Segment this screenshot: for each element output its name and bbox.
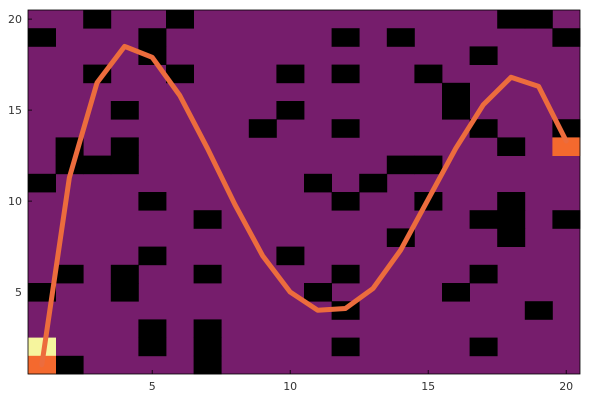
wall-cell bbox=[138, 246, 167, 266]
wall-cell bbox=[166, 10, 194, 29]
wall-cell bbox=[497, 10, 526, 29]
heatmap-cells bbox=[28, 10, 581, 375]
wall-cell bbox=[55, 355, 84, 375]
wall-cell bbox=[552, 28, 581, 47]
wall-cell bbox=[83, 155, 112, 175]
wall-cell bbox=[331, 28, 360, 47]
wall-cell bbox=[28, 173, 56, 193]
wall-cell bbox=[497, 210, 526, 229]
wall-cell bbox=[193, 337, 222, 357]
wall-cell bbox=[304, 173, 332, 193]
wall-cell bbox=[469, 119, 498, 138]
wall-cell bbox=[414, 64, 443, 84]
wall-cell bbox=[193, 355, 222, 375]
wall-cell bbox=[110, 264, 139, 284]
wall-cell bbox=[276, 64, 305, 84]
wall-cell bbox=[497, 137, 526, 156]
wall-cell bbox=[28, 28, 56, 47]
y-tick-label: 10 bbox=[8, 195, 22, 208]
wall-cell bbox=[193, 319, 222, 338]
wall-cell bbox=[469, 210, 498, 229]
wall-cell bbox=[110, 101, 139, 120]
wall-cell bbox=[331, 192, 360, 211]
wall-cell bbox=[331, 337, 360, 357]
x-tick-label: 10 bbox=[283, 380, 297, 393]
x-tick-label: 20 bbox=[559, 380, 573, 393]
y-tick-label: 5 bbox=[15, 286, 22, 299]
wall-cell bbox=[469, 46, 498, 65]
wall-cell bbox=[359, 173, 388, 193]
axis-ticks: 5 10 15 20 5 10 15 20 bbox=[8, 13, 573, 393]
path-line bbox=[39, 43, 569, 368]
start-cell bbox=[552, 137, 581, 156]
wall-cell bbox=[276, 246, 305, 266]
wall-cell bbox=[469, 264, 498, 284]
wall-cell bbox=[331, 264, 360, 284]
wall-cell bbox=[110, 283, 139, 302]
wall-cell bbox=[110, 137, 139, 156]
plot-frame bbox=[27, 9, 581, 375]
wall-cell bbox=[469, 337, 498, 357]
wall-cell bbox=[442, 101, 470, 120]
wall-cell bbox=[414, 155, 443, 175]
wall-cell bbox=[248, 119, 277, 138]
x-tick-label: 5 bbox=[149, 380, 156, 393]
path-layer bbox=[39, 43, 569, 368]
y-tick-label: 20 bbox=[8, 13, 22, 26]
wall-cell bbox=[276, 101, 305, 120]
wall-cell bbox=[110, 155, 139, 175]
wall-cell bbox=[55, 264, 84, 284]
wall-cell bbox=[138, 192, 167, 211]
wall-cell bbox=[331, 119, 360, 138]
wall-cell bbox=[166, 64, 194, 84]
wall-cell bbox=[331, 64, 360, 84]
wall-cell bbox=[193, 264, 222, 284]
wall-cell bbox=[304, 283, 332, 302]
wall-cell bbox=[524, 301, 553, 320]
y-tick-label: 15 bbox=[8, 104, 22, 117]
wall-cell bbox=[386, 28, 415, 47]
wall-cell bbox=[138, 28, 167, 47]
wall-cell bbox=[83, 10, 112, 29]
wall-cell bbox=[497, 192, 526, 211]
wall-cell bbox=[552, 210, 581, 229]
x-tick-label: 15 bbox=[421, 380, 435, 393]
wall-cell bbox=[442, 283, 470, 302]
wall-cell bbox=[193, 210, 222, 229]
wall-cell bbox=[138, 319, 167, 338]
wall-cell bbox=[386, 155, 415, 175]
wall-cell bbox=[524, 10, 553, 29]
wall-cell bbox=[138, 337, 167, 357]
wall-cell bbox=[442, 82, 470, 102]
wall-cell bbox=[28, 283, 56, 302]
wall-cell bbox=[497, 228, 526, 247]
